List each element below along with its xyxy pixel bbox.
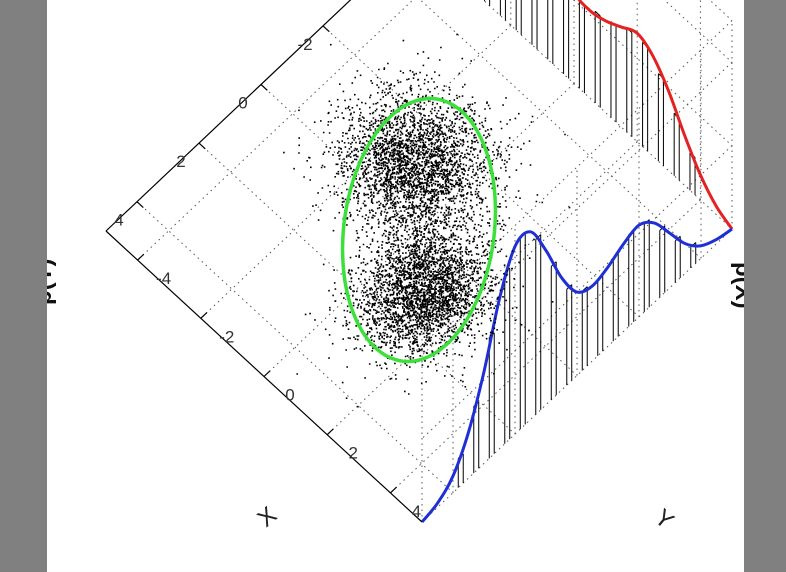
floor-grid-line [136, 201, 454, 494]
marginal-curve-px [420, 220, 733, 523]
wall-grid-line [663, 0, 733, 63]
right-axis-label-px: p(X) [730, 262, 744, 309]
x-axis-line [105, 0, 352, 232]
x-tick-mark [260, 84, 268, 91]
x-tick-mark [322, 25, 330, 33]
floor-grid-line [260, 84, 578, 376]
grid-lines [136, 0, 733, 523]
y-tick-label: -2 [219, 327, 234, 346]
x-tick-label: 2 [176, 152, 185, 171]
y-tick-label: -4 [156, 269, 171, 288]
wall-grid-line [573, 0, 733, 146]
marginal-curve-py [577, 0, 734, 230]
x-tick-label: 4 [114, 211, 123, 230]
y-tick-mark [200, 312, 208, 319]
scatter-point-cloud [283, 33, 571, 408]
floor-grid-line [419, 0, 702, 259]
left-axis-label-py: p(Y) [47, 258, 57, 305]
y-tick-mark [137, 253, 145, 261]
y-tick-mark [326, 428, 334, 436]
y-tick-label: 4 [412, 502, 421, 521]
floor-grid-line [390, 199, 701, 494]
x-tick-mark [198, 142, 206, 150]
axis-lines [105, 0, 423, 523]
histogram-bar-top [594, 10, 601, 17]
y-tick-mark [263, 370, 271, 377]
wall-grid-line [482, 0, 733, 230]
x-axis-label: X [253, 502, 283, 533]
marginal-histograms [457, 0, 697, 488]
y-axis-label: Y [649, 504, 679, 535]
y-tick-label: 2 [348, 444, 357, 463]
confidence-ellipse [340, 96, 498, 364]
x-tick-label: 0 [238, 94, 247, 113]
confidence-ellipse-group [340, 96, 498, 364]
x-tick-mark [136, 201, 144, 208]
floor-grid-line [137, 0, 414, 261]
x-tick-label: -2 [297, 35, 312, 54]
floor-grid-line [198, 142, 516, 435]
scatter-points [283, 33, 571, 408]
marginal-curves [420, 0, 734, 523]
y-tick-label: 0 [285, 386, 294, 405]
y-tick-mark [389, 486, 398, 494]
